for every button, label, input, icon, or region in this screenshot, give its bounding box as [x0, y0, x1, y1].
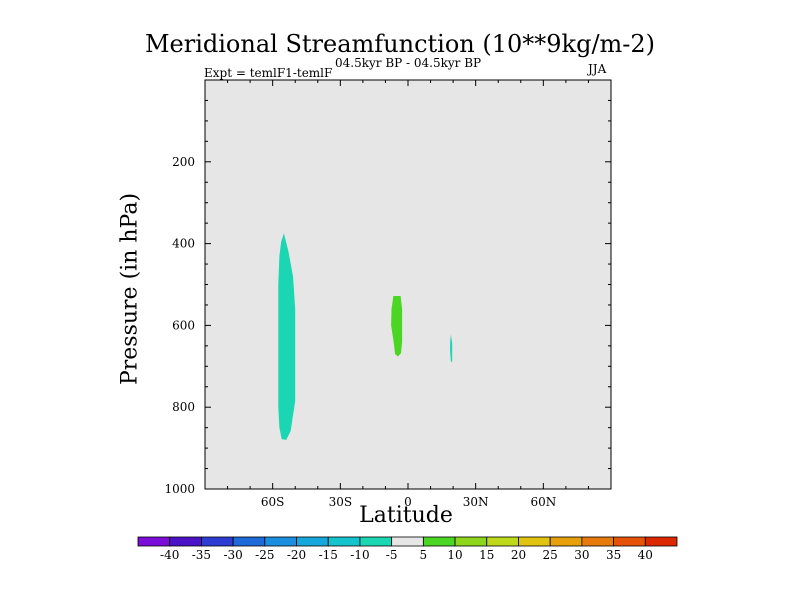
y-axis-label: Pressure (in hPa): [117, 192, 143, 386]
colorbar-swatch: [359, 536, 393, 547]
experiment-label: Expt = temlF1-temlF: [204, 66, 333, 80]
colorbar-swatch: [327, 536, 361, 547]
chart-title: Meridional Streamfunction (10**9kg/m-2): [144, 30, 656, 58]
x-tick-label: 30N: [463, 495, 489, 509]
colorbar-swatch: [169, 536, 202, 547]
colorbar-swatch: [137, 536, 171, 547]
y-tick-label: 800: [172, 400, 195, 414]
season-label: JJA: [588, 62, 607, 76]
chart-subtitle: 04.5kyr BP - 04.5kyr BP: [335, 56, 482, 70]
colorbar-label: 5: [420, 548, 428, 562]
colorbar-swatch: [486, 536, 519, 547]
colorbar-swatch: [613, 536, 646, 547]
x-tick-label: 0: [404, 495, 412, 509]
plot-background: [205, 80, 611, 489]
colorbar-label: 25: [543, 548, 558, 562]
colorbar-label: 15: [479, 548, 494, 562]
y-tick-label: 400: [172, 237, 195, 251]
colorbar-swatch: [201, 536, 234, 547]
colorbar-swatch: [296, 536, 329, 547]
colorbar-label: 10: [447, 548, 462, 562]
colorbar-swatch: [264, 536, 297, 547]
colorbar-swatch: [644, 536, 678, 547]
colorbar-swatch: [518, 536, 551, 547]
x-tick-label: 30S: [329, 495, 353, 509]
x-tick-label: 60S: [261, 495, 285, 509]
colorbar-label: 35: [606, 548, 621, 562]
colorbar-label: -40: [160, 548, 179, 562]
colorbar-label: 20: [511, 548, 526, 562]
x-tick-label: 60N: [530, 495, 556, 509]
colorbar-label: -5: [386, 548, 398, 562]
colorbar-swatch: [232, 536, 266, 547]
colorbar-label: 30: [574, 548, 589, 562]
colorbar-swatch: [422, 536, 456, 547]
colorbar-swatch: [391, 536, 424, 547]
colorbar-label: -35: [192, 548, 211, 562]
colorbar-swatch: [549, 536, 583, 547]
colorbar-label: -10: [350, 548, 369, 562]
contour-green-5S: [391, 296, 403, 357]
contour-cyan-60S: [278, 233, 296, 440]
colorbar-label: -20: [287, 548, 306, 562]
y-tick-label: 1000: [164, 482, 195, 496]
x-axis-label: Latitude: [359, 503, 453, 528]
colorbar-swatch: [454, 536, 488, 547]
contour-cyan-20N: [450, 334, 453, 363]
y-tick-label: 600: [172, 318, 195, 332]
colorbar-label: -25: [255, 548, 274, 562]
colorbar-label: -30: [223, 548, 242, 562]
colorbar-swatch: [581, 536, 614, 547]
colorbar-label: 40: [638, 548, 653, 562]
colorbar-label: -15: [319, 548, 338, 562]
y-tick-label: 200: [172, 155, 195, 169]
